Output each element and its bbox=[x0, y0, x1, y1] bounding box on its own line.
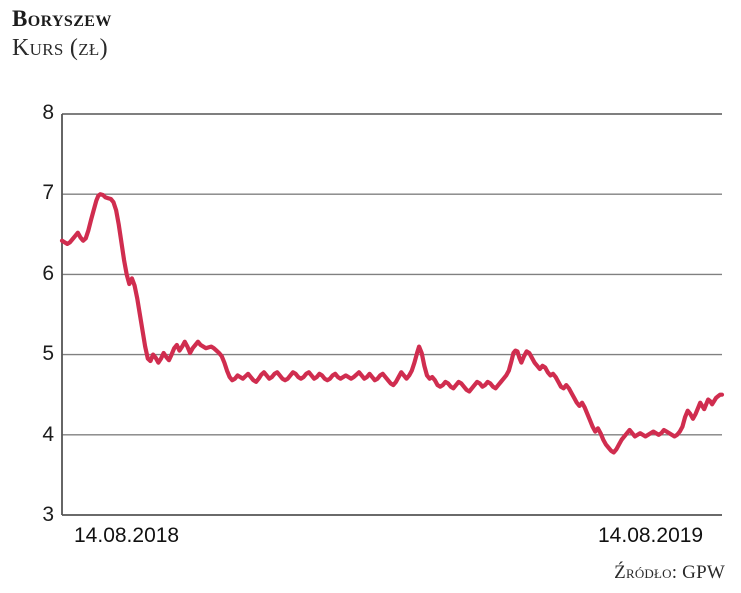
chart-series bbox=[59, 192, 725, 455]
y-axis-tick-8: 8 bbox=[42, 101, 54, 124]
chart-frame bbox=[61, 114, 722, 516]
x-axis-tick-end: 14.08.2019 bbox=[598, 524, 704, 547]
source-note: Źródło: GPW bbox=[614, 562, 725, 583]
y-axis-tick-6: 6 bbox=[42, 262, 54, 285]
page-title: Boryszew bbox=[12, 6, 112, 31]
series-line-0 bbox=[59, 192, 725, 455]
y-axis-tick-7: 7 bbox=[42, 181, 54, 204]
y-axis-tick-4: 4 bbox=[42, 423, 54, 446]
y-axis-tick-5: 5 bbox=[42, 342, 54, 365]
x-axis-tick-start: 14.08.2018 bbox=[74, 524, 180, 547]
chart-subtitle: Kurs (zł) bbox=[12, 35, 108, 61]
y-axis-tick-3: 3 bbox=[42, 503, 54, 526]
